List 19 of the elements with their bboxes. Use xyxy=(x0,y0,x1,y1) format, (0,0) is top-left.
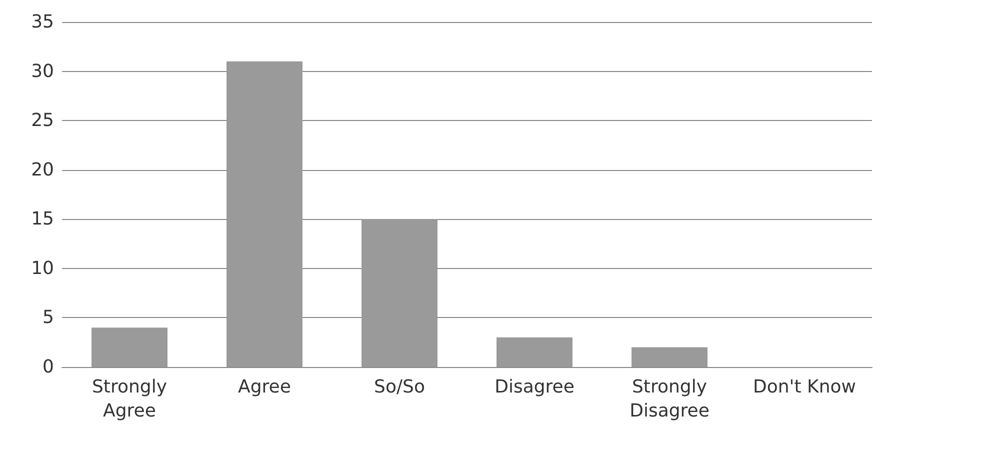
y-tick-label: 35 xyxy=(31,12,54,32)
y-tick-label: 20 xyxy=(31,159,54,180)
bar xyxy=(226,61,302,367)
y-tick-label: 25 xyxy=(31,110,54,132)
x-tick-label: Strongly Disagree xyxy=(630,376,710,422)
y-tick-label: 10 xyxy=(31,258,54,279)
x-tick-label: Strongly Agree xyxy=(92,376,168,422)
x-tick-label: Don't Know xyxy=(753,376,856,398)
bar xyxy=(496,337,572,367)
x-tick-label: Agree xyxy=(238,376,291,398)
x-tick-label: So/So xyxy=(374,376,425,398)
bar xyxy=(362,219,438,367)
bar xyxy=(632,347,708,367)
x-tick-label: Disagree xyxy=(494,376,574,398)
bar xyxy=(92,328,168,367)
y-tick-label: 5 xyxy=(42,307,54,328)
y-tick-label: 30 xyxy=(31,60,54,82)
y-tick-label: 15 xyxy=(31,208,54,230)
y-tick-label: 0 xyxy=(42,356,54,378)
